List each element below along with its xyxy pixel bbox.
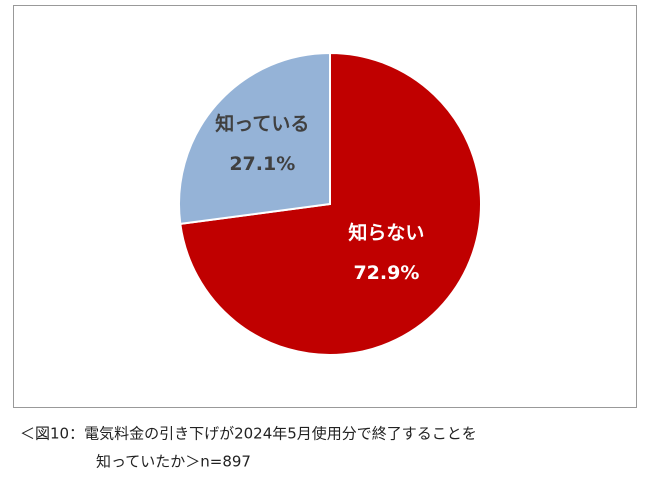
caption-line: 知っていたか＞n=897 (96, 453, 251, 471)
slice-value-label: 27.1% (229, 153, 295, 175)
caption-line: ＜図10：電気料金の引き下げが2024年5月使用分で終了することを (20, 425, 477, 443)
slice-label: 知らない (348, 221, 424, 244)
pie: 知らない 72.9% 知っている 27.1% (178, 51, 482, 356)
slice-label: 知っている (215, 112, 309, 135)
slice-value-label: 72.9% (353, 262, 419, 284)
pie-slice (178, 51, 331, 225)
